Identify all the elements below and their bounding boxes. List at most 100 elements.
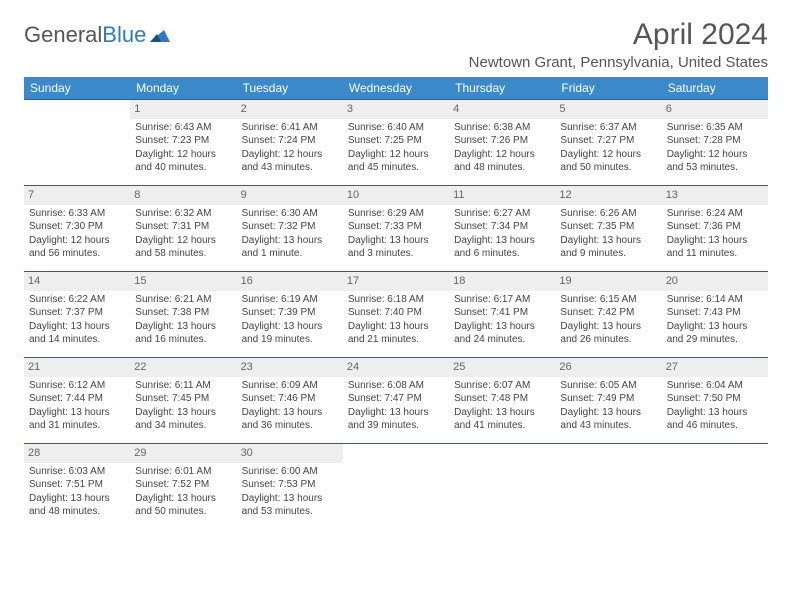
daylight: Daylight: 13 hours and 50 minutes. (135, 492, 231, 519)
sunset: Sunset: 7:39 PM (242, 306, 338, 320)
day-number: 22 (130, 358, 236, 377)
day-cell: 12Sunrise: 6:26 AMSunset: 7:35 PMDayligh… (555, 186, 661, 272)
sunrise: Sunrise: 6:38 AM (454, 121, 550, 135)
sunset: Sunset: 7:33 PM (348, 220, 444, 234)
logo-text: GeneralBlue (24, 22, 146, 48)
day-number: 14 (24, 272, 130, 291)
day-header: Monday (130, 77, 236, 100)
day-cell: 13Sunrise: 6:24 AMSunset: 7:36 PMDayligh… (662, 186, 768, 272)
sunset: Sunset: 7:45 PM (135, 392, 231, 406)
day-number: 12 (555, 186, 661, 205)
sunrise: Sunrise: 6:27 AM (454, 207, 550, 221)
daylight: Daylight: 13 hours and 43 minutes. (560, 406, 656, 433)
sunset: Sunset: 7:49 PM (560, 392, 656, 406)
day-cell: 19Sunrise: 6:15 AMSunset: 7:42 PMDayligh… (555, 272, 661, 358)
sunset: Sunset: 7:26 PM (454, 134, 550, 148)
day-number: 9 (237, 186, 343, 205)
day-cell: 7Sunrise: 6:33 AMSunset: 7:30 PMDaylight… (24, 186, 130, 272)
logo: GeneralBlue (24, 22, 170, 48)
day-cell: 21Sunrise: 6:12 AMSunset: 7:44 PMDayligh… (24, 358, 130, 444)
sunrise: Sunrise: 6:07 AM (454, 379, 550, 393)
sunset: Sunset: 7:23 PM (135, 134, 231, 148)
day-cell: 24Sunrise: 6:08 AMSunset: 7:47 PMDayligh… (343, 358, 449, 444)
day-number: 27 (662, 358, 768, 377)
daylight: Daylight: 13 hours and 41 minutes. (454, 406, 550, 433)
daylight: Daylight: 12 hours and 45 minutes. (348, 148, 444, 175)
day-number: 23 (237, 358, 343, 377)
day-cell: 29Sunrise: 6:01 AMSunset: 7:52 PMDayligh… (130, 444, 236, 530)
daylight: Daylight: 12 hours and 53 minutes. (667, 148, 763, 175)
daylight: Daylight: 13 hours and 24 minutes. (454, 320, 550, 347)
daylight: Daylight: 13 hours and 36 minutes. (242, 406, 338, 433)
day-cell: 25 Sunrise: 6:07 AMSunset: 7:48 PMDayligh… (449, 358, 555, 444)
day-cell: 1Sunrise: 6:43 AMSunset: 7:23 PMDaylight… (130, 100, 236, 186)
day-number: 28 (24, 444, 130, 463)
daylight: Daylight: 13 hours and 3 minutes. (348, 234, 444, 261)
sunset: Sunset: 7:44 PM (29, 392, 125, 406)
day-number: 13 (662, 186, 768, 205)
week-row: 14Sunrise: 6:22 AMSunset: 7:37 PMDayligh… (24, 272, 768, 358)
sunset: Sunset: 7:43 PM (667, 306, 763, 320)
day-cell: 17Sunrise: 6:18 AMSunset: 7:40 PMDayligh… (343, 272, 449, 358)
week-row: 7Sunrise: 6:33 AMSunset: 7:30 PMDaylight… (24, 186, 768, 272)
day-cell: 28Sunrise: 6:03 AMSunset: 7:51 PMDayligh… (24, 444, 130, 530)
sunset: Sunset: 7:36 PM (667, 220, 763, 234)
daylight: Daylight: 13 hours and 14 minutes. (29, 320, 125, 347)
month-title: April 2024 (469, 18, 768, 52)
sunrise: Sunrise: 6:29 AM (348, 207, 444, 221)
daylight: Daylight: 13 hours and 19 minutes. (242, 320, 338, 347)
sunrise: Sunrise: 6:33 AM (29, 207, 125, 221)
day-cell: 11Sunrise: 6:27 AMSunset: 7:34 PMDayligh… (449, 186, 555, 272)
sunrise: Sunrise: 6:40 AM (348, 121, 444, 135)
sunset: Sunset: 7:37 PM (29, 306, 125, 320)
sunrise: Sunrise: 6:11 AM (135, 379, 231, 393)
header: GeneralBlue April 2024 Newtown Grant, Pe… (24, 18, 768, 71)
day-header: Wednesday (343, 77, 449, 100)
sunset: Sunset: 7:50 PM (667, 392, 763, 406)
sunrise: Sunrise: 6:32 AM (135, 207, 231, 221)
sunset: Sunset: 7:38 PM (135, 306, 231, 320)
day-cell: 23Sunrise: 6:09 AMSunset: 7:46 PMDayligh… (237, 358, 343, 444)
day-cell: 20Sunrise: 6:14 AMSunset: 7:43 PMDayligh… (662, 272, 768, 358)
day-number: 1 (130, 100, 236, 119)
sunrise: Sunrise: 6:08 AM (348, 379, 444, 393)
sunset: Sunset: 7:48 PM (454, 392, 550, 406)
daylight: Daylight: 13 hours and 34 minutes. (135, 406, 231, 433)
day-number: 24 (343, 358, 449, 377)
daylight: Daylight: 12 hours and 50 minutes. (560, 148, 656, 175)
sunset: Sunset: 7:24 PM (242, 134, 338, 148)
daylight: Daylight: 13 hours and 11 minutes. (667, 234, 763, 261)
day-number: 4 (449, 100, 555, 119)
day-number: 18 (449, 272, 555, 291)
day-number: 2 (237, 100, 343, 119)
sunset: Sunset: 7:31 PM (135, 220, 231, 234)
calendar: SundayMondayTuesdayWednesdayThursdayFrid… (24, 77, 768, 530)
sunrise: Sunrise: 6:01 AM (135, 465, 231, 479)
sunset: Sunset: 7:46 PM (242, 392, 338, 406)
daylight: Daylight: 12 hours and 58 minutes. (135, 234, 231, 261)
sunset: Sunset: 7:28 PM (667, 134, 763, 148)
sunrise: Sunrise: 6:37 AM (560, 121, 656, 135)
day-cell: 18Sunrise: 6:17 AMSunset: 7:41 PMDayligh… (449, 272, 555, 358)
sunrise: Sunrise: 6:15 AM (560, 293, 656, 307)
day-cell: 3Sunrise: 6:40 AMSunset: 7:25 PMDaylight… (343, 100, 449, 186)
day-number: 25 (449, 358, 555, 377)
sunset: Sunset: 7:53 PM (242, 478, 338, 492)
day-number: 15 (130, 272, 236, 291)
day-header-row: SundayMondayTuesdayWednesdayThursdayFrid… (24, 77, 768, 100)
day-number: 29 (130, 444, 236, 463)
sunset: Sunset: 7:51 PM (29, 478, 125, 492)
daylight: Daylight: 13 hours and 48 minutes. (29, 492, 125, 519)
day-number: 10 (343, 186, 449, 205)
sunrise: Sunrise: 6:00 AM (242, 465, 338, 479)
day-cell: 5Sunrise: 6:37 AMSunset: 7:27 PMDaylight… (555, 100, 661, 186)
day-number: 20 (662, 272, 768, 291)
day-number: 6 (662, 100, 768, 119)
day-number: 3 (343, 100, 449, 119)
day-cell: 4Sunrise: 6:38 AMSunset: 7:26 PMDaylight… (449, 100, 555, 186)
sunrise: Sunrise: 6:21 AM (135, 293, 231, 307)
week-row: 21Sunrise: 6:12 AMSunset: 7:44 PMDayligh… (24, 358, 768, 444)
location: Newtown Grant, Pennsylvania, United Stat… (469, 54, 768, 71)
week-row: 28Sunrise: 6:03 AMSunset: 7:51 PMDayligh… (24, 444, 768, 530)
sunrise: Sunrise: 6:43 AM (135, 121, 231, 135)
